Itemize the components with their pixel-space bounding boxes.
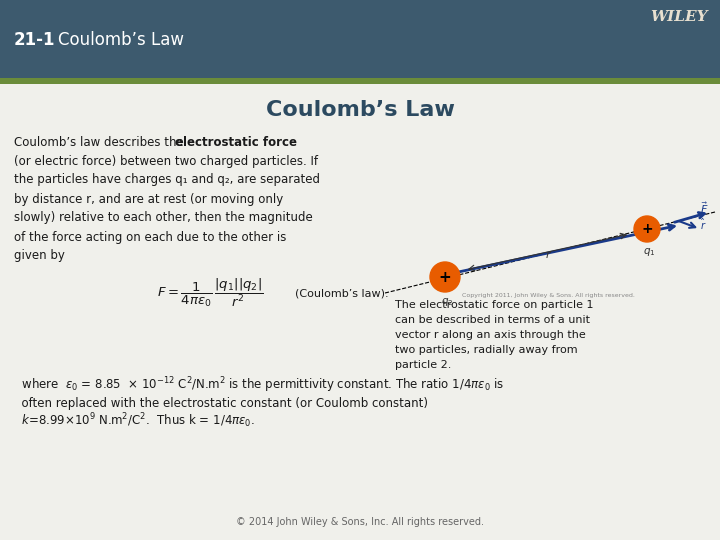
- Text: Copyright 2011, John Wiley & Sons. All rights reserved.: Copyright 2011, John Wiley & Sons. All r…: [462, 293, 634, 298]
- Text: (Coulomb’s law).: (Coulomb’s law).: [295, 288, 389, 298]
- Text: The electrostatic force on particle 1: The electrostatic force on particle 1: [395, 300, 593, 310]
- Text: of the force acting on each due to the other is: of the force acting on each due to the o…: [14, 231, 287, 244]
- Text: vector r along an axis through the: vector r along an axis through the: [395, 330, 586, 340]
- Text: can be described in terms of a unit: can be described in terms of a unit: [395, 315, 590, 325]
- Text: 21-1: 21-1: [14, 31, 55, 49]
- Text: where  $\varepsilon_0$ = 8.85  $\times$ 10$^{-12}$ C$^2$/N.m$^2$ is the permitti: where $\varepsilon_0$ = 8.85 $\times$ 10…: [14, 375, 504, 395]
- Text: $F = \dfrac{1}{4\pi\varepsilon_0}\,\dfrac{|q_1||q_2|}{r^2}$: $F = \dfrac{1}{4\pi\varepsilon_0}\,\dfra…: [157, 277, 264, 309]
- Text: particle 2.: particle 2.: [395, 360, 451, 370]
- Text: $q_2$: $q_2$: [441, 296, 453, 308]
- Text: $q_1$: $q_1$: [643, 246, 655, 258]
- Text: $\hat{r}$: $\hat{r}$: [700, 217, 706, 232]
- Text: (or electric force) between two charged particles. If: (or electric force) between two charged …: [14, 154, 318, 167]
- Text: often replaced with the electrostatic constant (or Coulomb constant): often replaced with the electrostatic co…: [14, 396, 428, 409]
- Text: the particles have charges q₁ and q₂, are separated: the particles have charges q₁ and q₂, ar…: [14, 173, 320, 186]
- Text: r: r: [546, 250, 550, 260]
- Text: slowly) relative to each other, then the magnitude: slowly) relative to each other, then the…: [14, 212, 312, 225]
- Text: $\vec{F}$: $\vec{F}$: [700, 200, 708, 216]
- Bar: [0, 0, 720, 78]
- Circle shape: [430, 262, 460, 292]
- Text: Coulomb’s Law: Coulomb’s Law: [58, 31, 184, 49]
- Text: WILEY: WILEY: [650, 10, 708, 24]
- Text: $k$=8.99$\times$10$^9$ N.m$^2$/C$^2$.  Thus k = 1/4$\pi\varepsilon_0$.: $k$=8.99$\times$10$^9$ N.m$^2$/C$^2$. Th…: [14, 411, 255, 430]
- Text: given by: given by: [14, 249, 65, 262]
- Text: two particles, radially away from: two particles, radially away from: [395, 345, 577, 355]
- Text: Coulomb’s Law: Coulomb’s Law: [266, 100, 454, 120]
- Text: electrostatic force: electrostatic force: [175, 136, 297, 148]
- Text: Coulomb’s law describes the: Coulomb’s law describes the: [14, 136, 187, 148]
- Bar: [0, 78, 720, 84]
- Text: +: +: [642, 222, 653, 236]
- Circle shape: [634, 216, 660, 242]
- Text: by distance r, and are at rest (or moving only: by distance r, and are at rest (or movin…: [14, 192, 283, 206]
- Text: +: +: [438, 269, 451, 285]
- Text: © 2014 John Wiley & Sons, Inc. All rights reserved.: © 2014 John Wiley & Sons, Inc. All right…: [236, 517, 484, 527]
